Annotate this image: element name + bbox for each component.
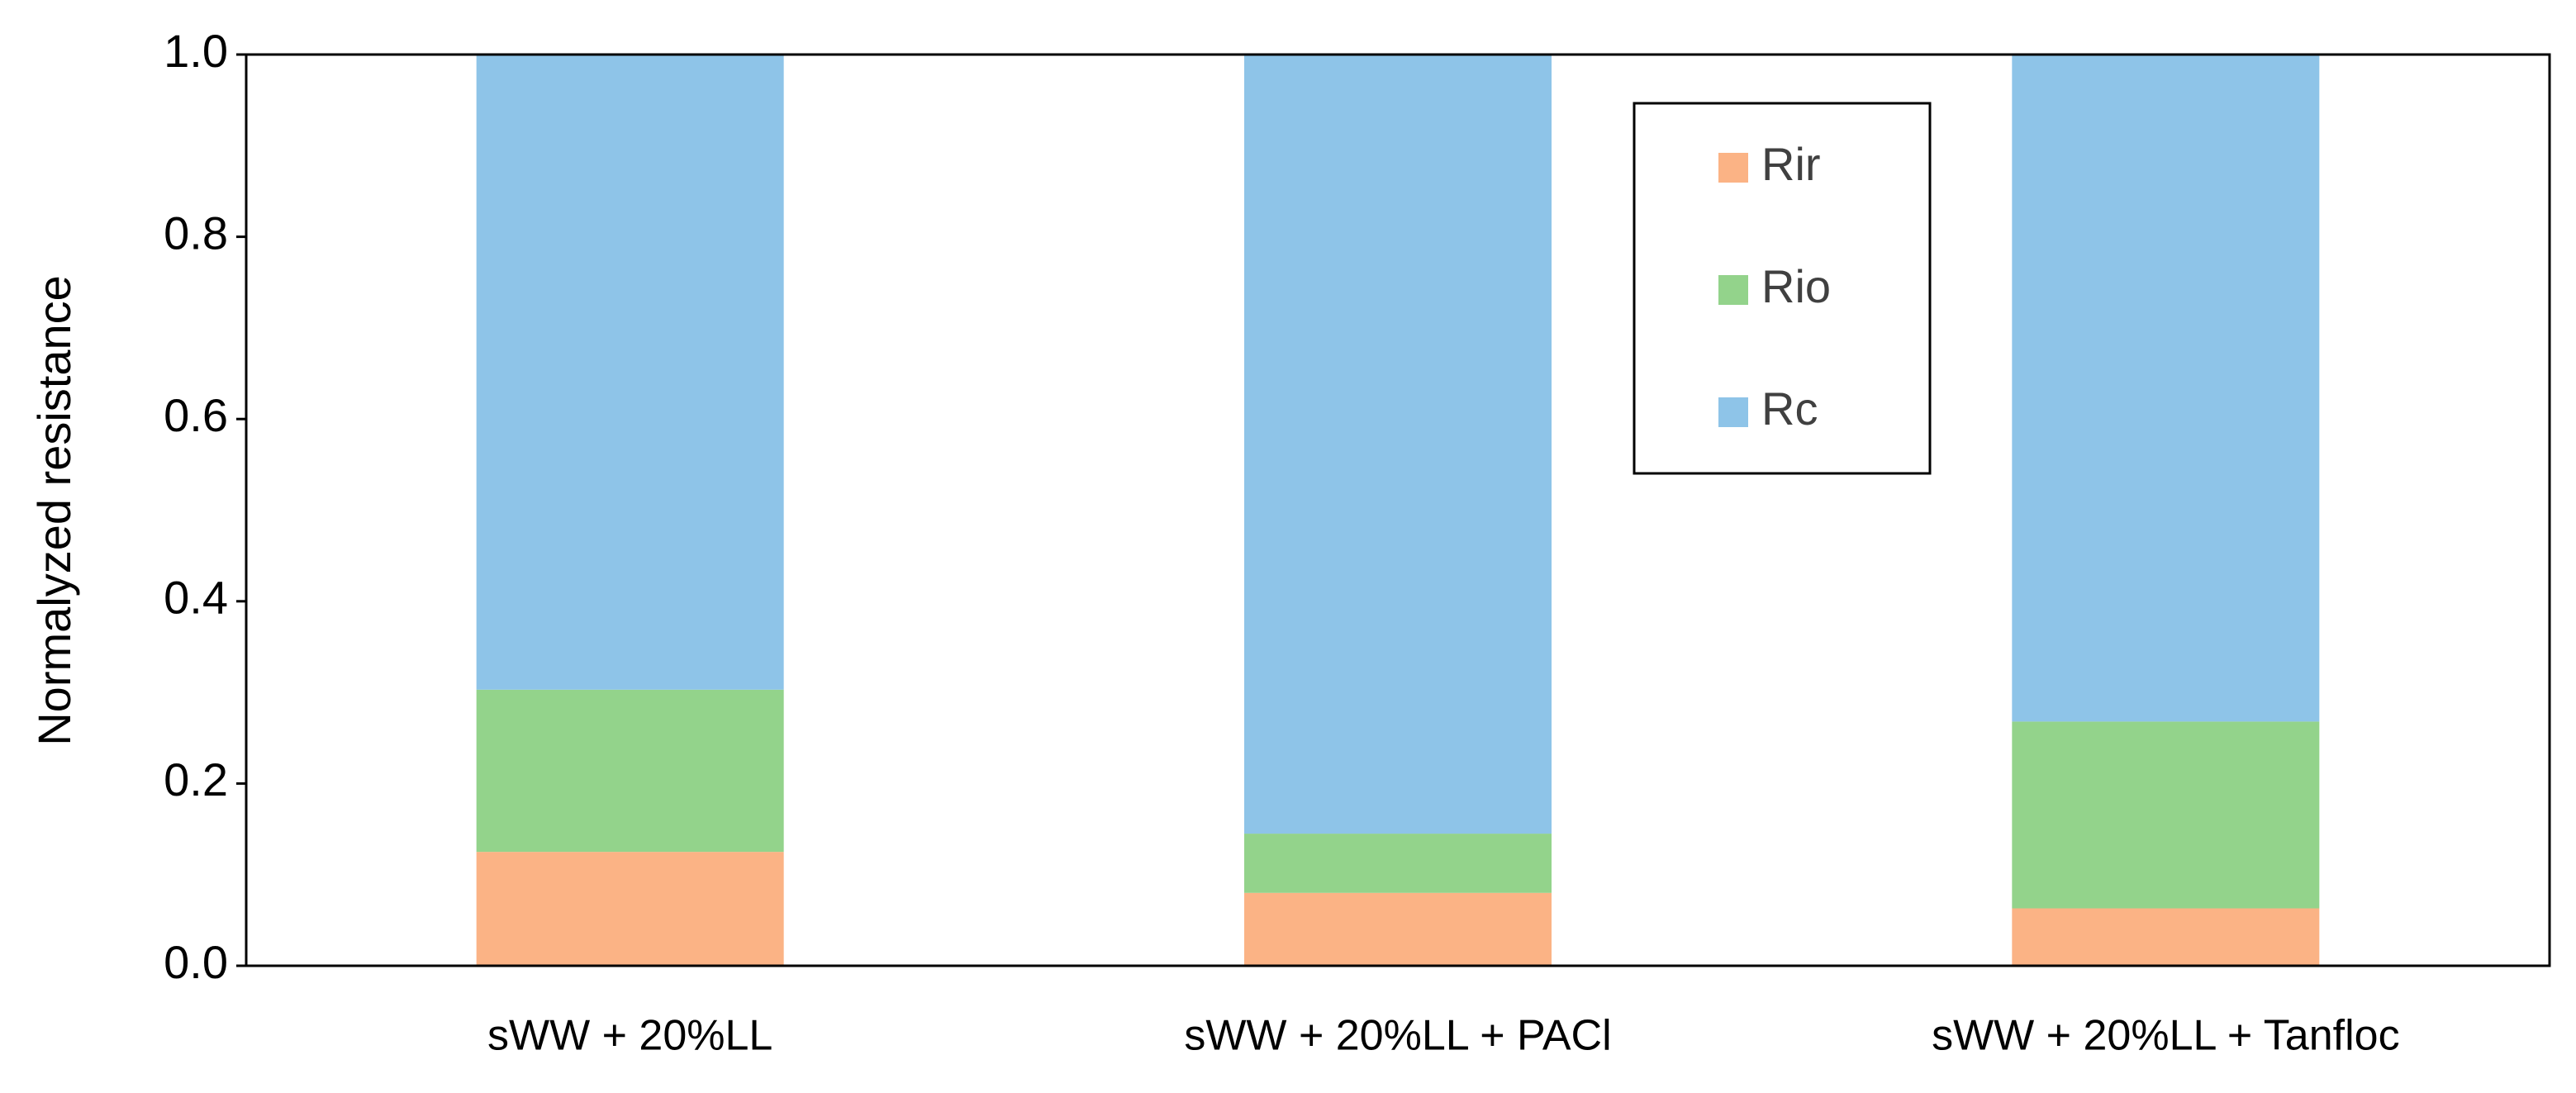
legend-label: Rio <box>1761 260 1831 312</box>
x-tick-label: sWW + 20%LL <box>487 1012 772 1060</box>
bar-segment <box>476 852 784 966</box>
legend-label: Rc <box>1761 383 1818 435</box>
legend-swatch <box>1718 397 1748 427</box>
legend-box <box>1633 102 1932 475</box>
bar-segment <box>2012 908 2320 966</box>
bar-segment <box>1244 55 1552 834</box>
bar-segment <box>1244 892 1552 966</box>
x-tick-label: sWW + 20%LL + Tanfloc <box>1932 1012 2400 1060</box>
bar-segment <box>1244 834 1552 893</box>
legend-swatch <box>1718 275 1748 305</box>
bar-segment <box>2012 55 2320 722</box>
bar-segment <box>476 689 784 853</box>
y-tick-label: 0.8 <box>164 207 228 259</box>
y-axis-title: Normalyzed resistance <box>28 275 80 746</box>
legend-swatch <box>1718 153 1748 183</box>
plot-frame <box>245 53 2551 967</box>
y-tick-label: 0.0 <box>164 936 228 988</box>
bar-segment <box>2012 721 2320 909</box>
y-tick-label: 1.0 <box>164 25 228 77</box>
y-tick-label: 0.6 <box>164 389 228 441</box>
y-tick-label: 0.4 <box>164 572 228 624</box>
x-tick-label: sWW + 20%LL + PACl <box>1184 1012 1611 1060</box>
bar-segment <box>476 55 784 690</box>
legend-label: Rir <box>1761 138 1821 190</box>
y-tick-label: 0.2 <box>164 753 228 805</box>
